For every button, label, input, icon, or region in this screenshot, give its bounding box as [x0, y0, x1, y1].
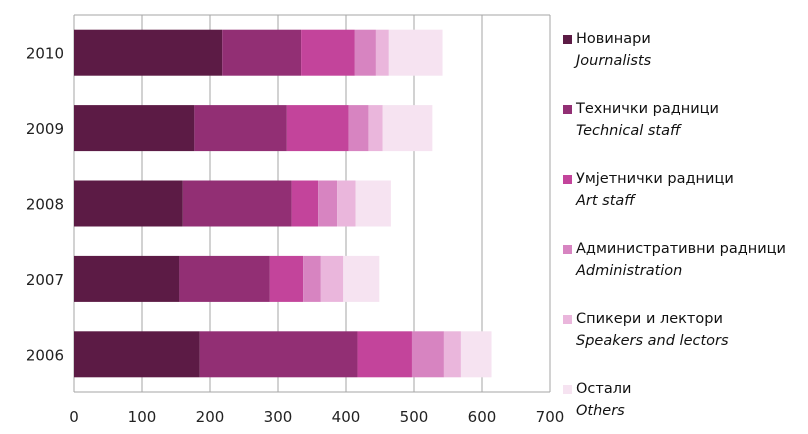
bar-segment: [291, 180, 319, 227]
legend-label-english: Journalists: [576, 53, 652, 69]
bar-segment: [194, 105, 287, 152]
category-tick-label: 2007: [26, 271, 64, 289]
bar-segment: [74, 255, 180, 302]
x-tick-label: 500: [400, 408, 429, 426]
bar-segment: [443, 331, 461, 378]
category-tick-label: 2008: [26, 196, 64, 214]
legend-label: Умјетнички радници: [576, 171, 734, 187]
bar-segment: [74, 331, 200, 378]
bar-segment: [411, 331, 444, 378]
x-tick-label: 400: [332, 408, 361, 426]
bar-segment: [222, 29, 302, 76]
legend-label-english: Speakers and lectors: [576, 333, 729, 349]
bar-segment: [179, 255, 270, 302]
legend-swatch: [563, 385, 572, 394]
bar-segment: [301, 29, 355, 76]
bar-segment: [74, 29, 223, 76]
x-tick-label: 700: [536, 408, 565, 426]
x-tick-label: 300: [264, 408, 293, 426]
bar-segment: [320, 255, 344, 302]
bar-segment: [74, 180, 183, 227]
legend-label-english: Administration: [576, 263, 683, 279]
bar-segment: [269, 255, 304, 302]
bar-segment: [355, 180, 391, 227]
legend-label-english: Others: [576, 403, 625, 419]
bar-segment: [388, 29, 443, 76]
legend-label: Остали: [576, 381, 632, 397]
bar-segment: [303, 255, 321, 302]
bar-segment: [368, 105, 383, 152]
category-tick-label: 2006: [26, 346, 64, 364]
bar-segment: [357, 331, 412, 378]
bar-segment: [286, 105, 349, 152]
bar-segment: [182, 180, 292, 227]
legend-swatch: [563, 105, 572, 114]
bar-segment: [460, 331, 492, 378]
bar-segment: [337, 180, 356, 227]
category-tick-label: 2010: [26, 45, 64, 63]
legend-label-english: Technical staff: [576, 123, 681, 139]
legend-swatch: [563, 315, 572, 324]
bar-segment: [354, 29, 376, 76]
bar-segment: [375, 29, 389, 76]
bar-segment: [318, 180, 338, 227]
category-tick-label: 2009: [26, 120, 64, 138]
x-tick-label: 200: [196, 408, 225, 426]
legend-label: Спикери и лектори: [576, 311, 723, 327]
bar-segment: [348, 105, 369, 152]
legend-swatch: [563, 175, 572, 184]
legend-label: Административни радници: [576, 241, 786, 257]
bar-segment: [343, 255, 380, 302]
x-tick-label: 100: [128, 408, 157, 426]
legend-label-english: Art staff: [576, 193, 635, 209]
legend-swatch: [563, 35, 572, 44]
legend-label: Технички радници: [576, 101, 719, 117]
legend-swatch: [563, 245, 572, 254]
x-tick-label: 600: [468, 408, 497, 426]
bar-segment: [199, 331, 358, 378]
bar-segment: [382, 105, 433, 152]
x-tick-label: 0: [69, 408, 79, 426]
legend-label: Новинари: [576, 31, 651, 47]
bar-segment: [74, 105, 195, 152]
